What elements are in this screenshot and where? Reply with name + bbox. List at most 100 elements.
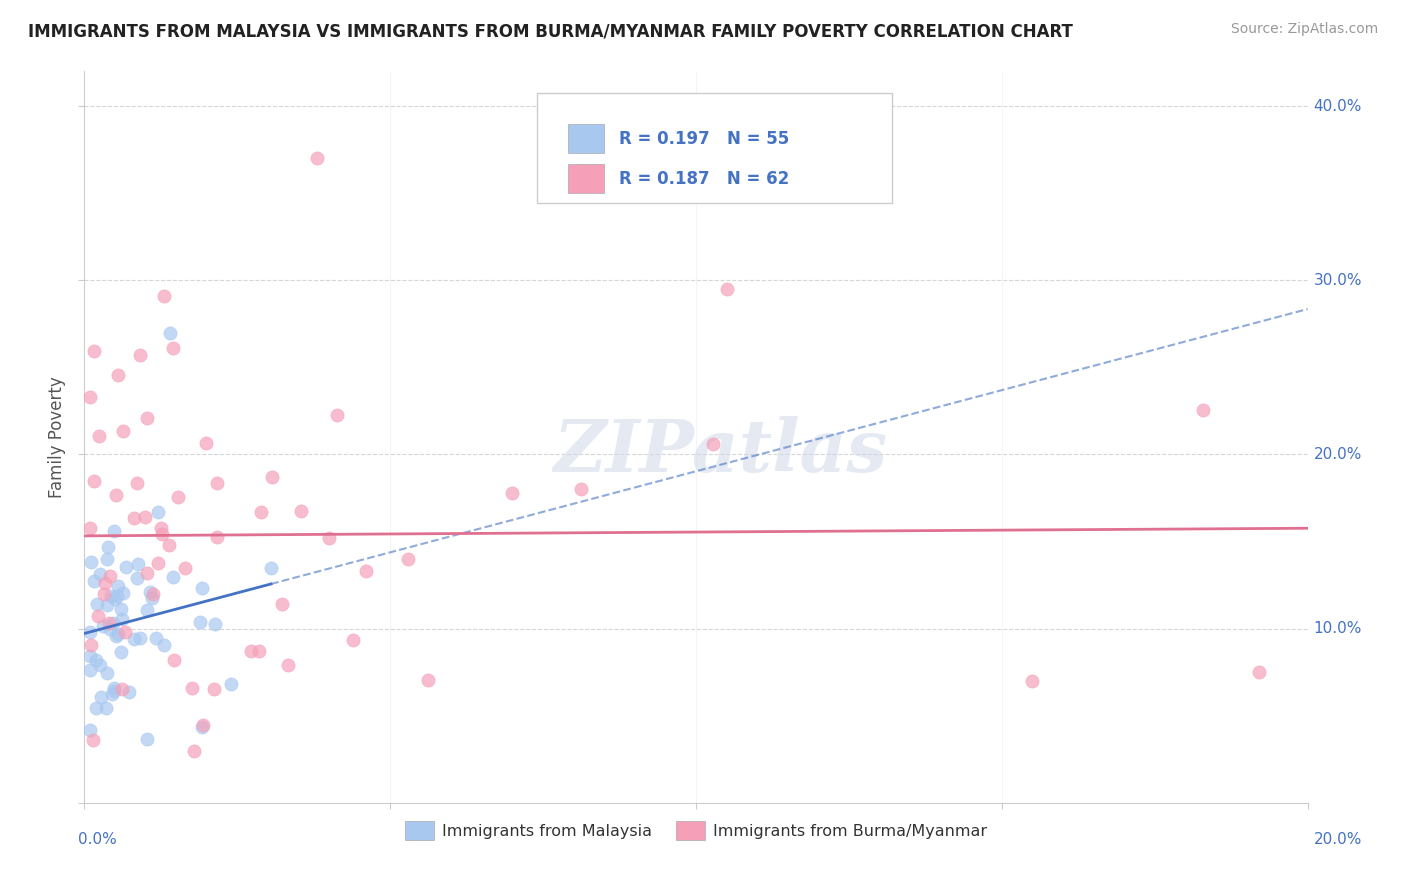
Point: [107, 579, 129, 593]
Point: [150, 526, 173, 541]
Point: [80, 556, 103, 570]
Point: [166, 490, 188, 504]
Point: [148, 556, 170, 570]
Point: [122, 632, 145, 646]
Point: [260, 470, 283, 484]
Point: [162, 653, 184, 667]
Point: [396, 552, 419, 566]
Point: [260, 561, 283, 575]
Point: [118, 685, 141, 699]
Point: [188, 615, 211, 629]
Point: [190, 720, 212, 734]
Point: [112, 586, 135, 600]
Point: [111, 612, 134, 626]
Point: [94, 700, 117, 714]
Point: [501, 486, 523, 500]
Point: [79, 624, 101, 639]
Point: [162, 570, 184, 584]
Y-axis label: Family Poverty: Family Poverty: [48, 376, 66, 498]
Text: Source: ZipAtlas.com: Source: ZipAtlas.com: [1230, 22, 1378, 37]
Point: [174, 561, 197, 575]
Point: [129, 632, 152, 646]
Text: ZIPatlas: ZIPatlas: [554, 417, 887, 487]
Point: [101, 615, 124, 630]
Point: [97, 540, 120, 554]
Point: [107, 368, 129, 382]
Text: R = 0.187   N = 62: R = 0.187 N = 62: [619, 169, 789, 187]
Point: [326, 409, 349, 423]
Point: [191, 717, 214, 731]
Point: [87, 609, 110, 624]
Point: [83, 574, 105, 588]
Point: [128, 349, 150, 363]
Point: [195, 436, 218, 450]
Point: [125, 571, 148, 585]
Point: [702, 437, 724, 451]
Point: [89, 657, 111, 672]
Point: [103, 524, 125, 538]
Point: [84, 653, 107, 667]
Point: [135, 732, 157, 747]
Point: [107, 627, 129, 641]
Point: [79, 390, 101, 404]
Point: [204, 616, 226, 631]
Point: [79, 649, 101, 664]
Point: [247, 644, 270, 658]
Point: [141, 591, 163, 605]
Point: [110, 602, 132, 616]
Text: 40.0%: 40.0%: [1313, 99, 1362, 113]
Point: [83, 474, 105, 488]
Point: [205, 530, 228, 544]
Point: [87, 428, 110, 442]
Text: R = 0.197   N = 55: R = 0.197 N = 55: [619, 129, 789, 148]
Point: [205, 476, 228, 491]
Point: [342, 633, 364, 648]
Point: [202, 681, 225, 696]
Point: [134, 510, 156, 524]
Point: [318, 532, 340, 546]
Point: [148, 505, 170, 519]
Point: [270, 597, 292, 611]
Text: 20.0%: 20.0%: [1313, 832, 1362, 847]
Point: [162, 341, 184, 355]
Point: [135, 411, 157, 425]
Point: [89, 567, 111, 582]
Point: [82, 732, 104, 747]
Text: 10.0%: 10.0%: [1313, 621, 1362, 636]
Point: [104, 488, 127, 502]
Point: [418, 673, 440, 687]
Point: [136, 603, 159, 617]
Point: [105, 629, 128, 643]
Point: [150, 521, 173, 535]
Point: [1192, 403, 1215, 417]
Point: [191, 581, 214, 595]
Point: [93, 575, 115, 590]
Point: [183, 743, 205, 757]
Text: 30.0%: 30.0%: [1313, 273, 1362, 288]
FancyBboxPatch shape: [568, 164, 605, 194]
Point: [219, 677, 242, 691]
Point: [122, 511, 145, 525]
Point: [103, 684, 125, 698]
Point: [103, 681, 125, 696]
Point: [110, 682, 132, 697]
Point: [716, 282, 738, 296]
Point: [159, 326, 181, 340]
Text: 20.0%: 20.0%: [1313, 447, 1362, 462]
Point: [153, 638, 176, 652]
Point: [114, 624, 136, 639]
FancyBboxPatch shape: [537, 94, 891, 203]
Point: [79, 723, 101, 737]
Point: [100, 569, 122, 583]
Point: [84, 700, 107, 714]
Point: [142, 587, 165, 601]
Point: [100, 623, 122, 637]
Point: [145, 631, 167, 645]
Point: [290, 504, 312, 518]
Point: [83, 344, 105, 359]
Point: [180, 681, 202, 696]
Text: IMMIGRANTS FROM MALAYSIA VS IMMIGRANTS FROM BURMA/MYANMAR FAMILY POVERTY CORRELA: IMMIGRANTS FROM MALAYSIA VS IMMIGRANTS F…: [28, 22, 1073, 40]
FancyBboxPatch shape: [568, 124, 605, 153]
Point: [354, 564, 377, 578]
Point: [153, 289, 176, 303]
